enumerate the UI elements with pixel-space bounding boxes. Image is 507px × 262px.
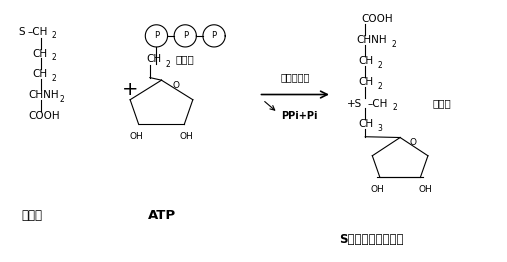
Text: –CH: –CH (28, 27, 48, 37)
Text: P: P (183, 31, 188, 40)
Text: 2: 2 (377, 61, 382, 70)
Text: 2: 2 (165, 59, 170, 69)
Text: 腺嘌呤: 腺嘌呤 (175, 54, 194, 64)
Text: 腺苷转移酶: 腺苷转移酶 (280, 73, 310, 83)
Text: S腺苷同型半胱氨酸: S腺苷同型半胱氨酸 (340, 233, 404, 246)
Text: 2: 2 (52, 31, 56, 40)
Text: O: O (172, 81, 179, 90)
Text: 2: 2 (391, 40, 396, 49)
Text: CH: CH (32, 69, 48, 79)
Text: COOH: COOH (28, 111, 60, 121)
Text: 2: 2 (377, 82, 382, 91)
Text: 2: 2 (59, 95, 64, 104)
Text: P: P (211, 31, 216, 40)
Text: COOH: COOH (361, 14, 393, 24)
Text: CH: CH (358, 119, 374, 129)
Text: S: S (18, 27, 24, 37)
Text: CH: CH (32, 48, 48, 59)
Text: O: O (409, 138, 416, 147)
Text: +S: +S (347, 99, 363, 109)
Text: CH: CH (358, 56, 374, 66)
Text: ATP: ATP (149, 209, 176, 222)
Text: OH: OH (129, 132, 143, 141)
Text: –CH: –CH (367, 99, 388, 109)
Text: +: + (121, 80, 138, 99)
Text: PPi+Pi: PPi+Pi (281, 111, 318, 121)
Text: 蛋氨酸: 蛋氨酸 (21, 209, 42, 222)
Text: CHNH: CHNH (28, 90, 59, 100)
Text: OH: OH (419, 185, 432, 194)
Text: 3: 3 (377, 124, 382, 133)
Text: 2: 2 (52, 74, 56, 83)
Text: P: P (154, 31, 159, 40)
Text: CHNH: CHNH (356, 35, 387, 45)
Text: OH: OH (371, 185, 384, 194)
Text: CH: CH (147, 54, 161, 64)
Text: 腺嘌呤: 腺嘌呤 (433, 99, 452, 109)
Text: CH: CH (358, 77, 374, 87)
Text: OH: OH (180, 132, 194, 141)
Text: 2: 2 (52, 53, 56, 62)
Text: 2: 2 (392, 103, 397, 112)
